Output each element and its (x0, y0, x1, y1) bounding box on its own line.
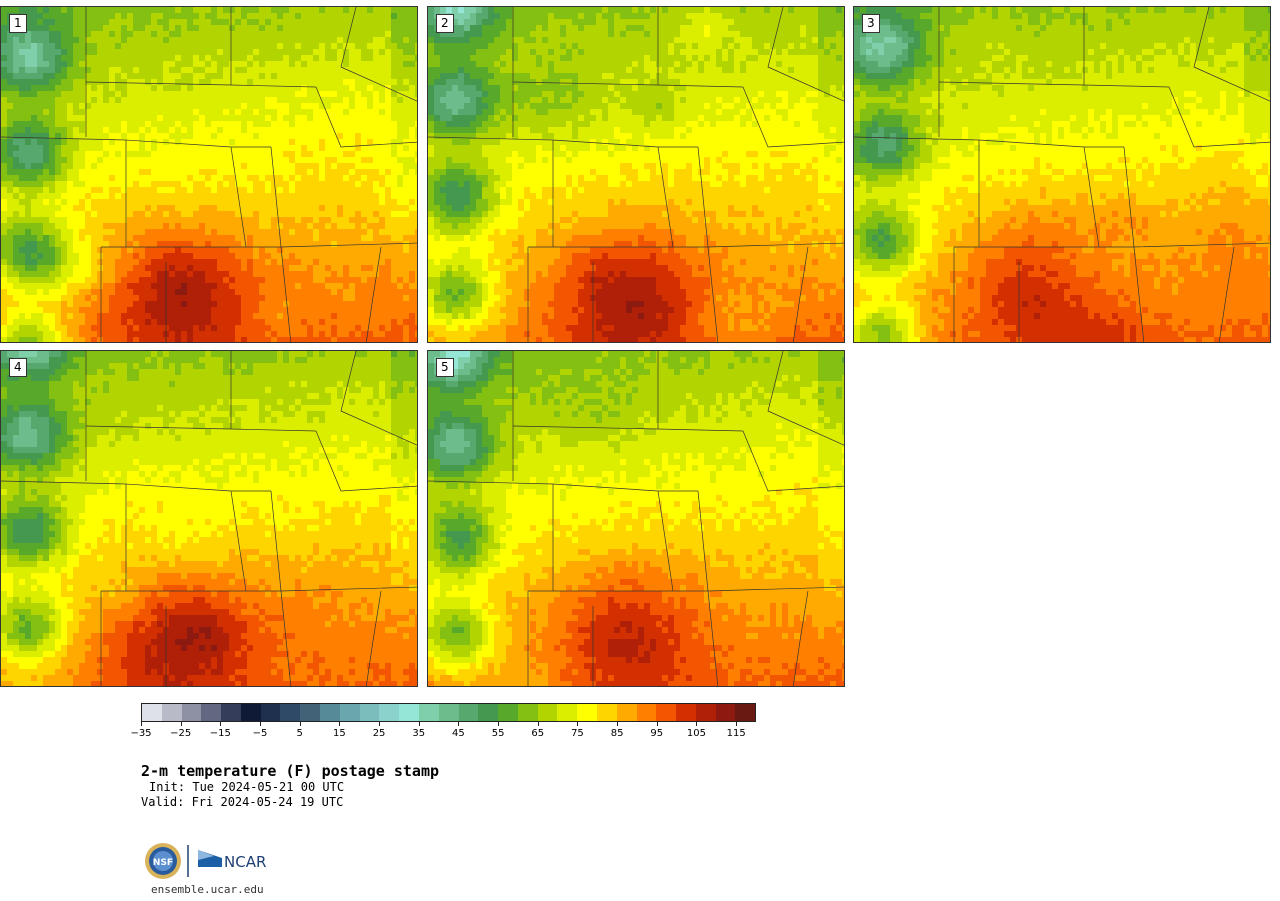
colorbar-swatch (458, 704, 479, 721)
colorbar-tick (180, 722, 182, 726)
panel-2[interactable]: 2 (427, 6, 845, 343)
colorbar-tick (696, 722, 698, 726)
colorbar-tick-label: −5 (253, 728, 268, 739)
colorbar-tick (577, 722, 579, 726)
colorbar-tick-label: 5 (297, 728, 303, 739)
colorbar-tick-label: 75 (571, 728, 584, 739)
temperature-map (854, 7, 1270, 342)
colorbar-swatch (221, 704, 241, 721)
colorbar-swatch (201, 704, 222, 721)
colorbar-tick-label: 45 (452, 728, 465, 739)
colorbar-swatch (418, 704, 439, 721)
temperature-map (1, 351, 417, 686)
colorbar-swatch (616, 704, 637, 721)
colorbar-tick-label: 65 (531, 728, 544, 739)
colorbar-tick (617, 722, 619, 726)
colorbar-tick (299, 722, 301, 726)
valid-time: Valid: Fri 2024-05-24 19 UTC (141, 795, 343, 809)
colorbar-swatch (181, 704, 202, 721)
temperature-map (1, 7, 417, 342)
colorbar-swatch (280, 704, 301, 721)
colorbar-ticks: −35 −25 −15 −5 5 15 25 35 45 55 65 75 85 95 105 115 (130, 722, 756, 742)
nsf-ncar-logo: NSF NCAR (144, 842, 279, 880)
colorbar-swatch (656, 704, 677, 721)
colorbar-tick-label: 95 (650, 728, 663, 739)
colorbar-tick-label: 85 (611, 728, 624, 739)
colorbar-tick (656, 722, 658, 726)
colorbar-swatch (359, 704, 380, 721)
colorbar-tick-label: 15 (333, 728, 346, 739)
panel-number: 1 (9, 14, 27, 33)
colorbar-tick-label: 25 (373, 728, 386, 739)
colorbar (141, 703, 756, 722)
nsf-seal-icon: NSF (145, 843, 181, 879)
panel-number: 2 (436, 14, 454, 33)
colorbar-swatch (260, 704, 281, 721)
colorbar-tick (220, 722, 222, 726)
colorbar-tick (498, 722, 500, 726)
colorbar-tick (260, 722, 262, 726)
colorbar-swatch (142, 704, 162, 721)
colorbar-tick-label: 55 (492, 728, 505, 739)
panel-5[interactable]: 5 (427, 350, 845, 687)
panel-number: 3 (862, 14, 880, 33)
colorbar-swatch (676, 704, 696, 721)
colorbar-swatch (478, 704, 499, 721)
temperature-map (428, 351, 844, 686)
colorbar-swatch (240, 704, 261, 721)
colorbar-swatch (695, 704, 716, 721)
colorbar-swatch (438, 704, 459, 721)
colorbar-swatch (320, 704, 340, 721)
panel-number: 5 (436, 358, 454, 377)
colorbar-tick-label: −35 (130, 728, 151, 739)
colorbar-swatch (577, 704, 597, 721)
panel-number: 4 (9, 358, 27, 377)
ncar-logo-icon: NCAR (198, 850, 266, 871)
colorbar-tick (537, 722, 539, 726)
colorbar-swatch (537, 704, 558, 721)
colorbar-swatch (339, 704, 360, 721)
colorbar-swatch (517, 704, 538, 721)
temperature-map (428, 7, 844, 342)
colorbar-tick-label: 35 (412, 728, 425, 739)
colorbar-tick-label: 105 (687, 728, 706, 739)
colorbar-tick (458, 722, 460, 726)
colorbar-tick (379, 722, 381, 726)
colorbar-tick-label: −25 (170, 728, 191, 739)
colorbar-swatch (636, 704, 657, 721)
colorbar-swatch (735, 704, 756, 721)
panel-1[interactable]: 1 (0, 6, 418, 343)
colorbar-tick (339, 722, 341, 726)
colorbar-swatch (715, 704, 736, 721)
colorbar-tick (141, 722, 142, 726)
colorbar-tick (736, 722, 738, 726)
colorbar-swatch (300, 704, 321, 721)
website-link[interactable]: ensemble.ucar.edu (151, 883, 264, 896)
colorbar-swatch (596, 704, 617, 721)
colorbar-swatch (161, 704, 182, 721)
colorbar-tick-label: −15 (210, 728, 231, 739)
colorbar-swatch (498, 704, 518, 721)
panel-3[interactable]: 3 (853, 6, 1271, 343)
init-time: Init: Tue 2024-05-21 00 UTC (149, 780, 344, 794)
colorbar-swatch (379, 704, 400, 721)
colorbar-swatch (557, 704, 578, 721)
colorbar-tick-label: 115 (727, 728, 746, 739)
figure-title: 2-m temperature (F) postage stamp (141, 762, 439, 780)
colorbar-tick (418, 722, 420, 726)
panel-4[interactable]: 4 (0, 350, 418, 687)
colorbar-swatch (399, 704, 419, 721)
